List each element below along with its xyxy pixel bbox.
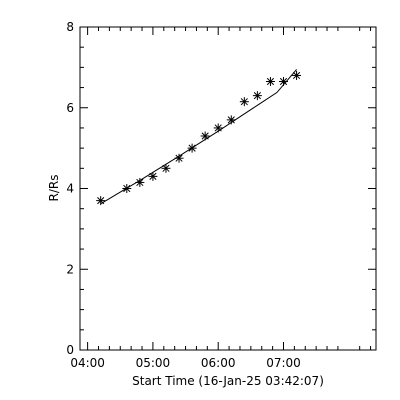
data-point <box>200 131 210 141</box>
data-point <box>265 77 275 87</box>
x-axis: 04:00 05:00 06:00 07:00 <box>70 27 372 370</box>
x-tick-label: 07:00 <box>266 356 301 370</box>
x-axis-label: Start Time (16-Jan-25 03:42:07) <box>132 374 324 388</box>
data-point <box>226 115 236 125</box>
data-point <box>213 123 223 133</box>
data-point <box>174 153 184 163</box>
y-tick-label: 4 <box>66 182 74 196</box>
series-points <box>96 70 302 206</box>
data-point <box>187 143 197 153</box>
data-point <box>292 70 302 80</box>
y-axis-label: R/Rs <box>47 175 61 202</box>
y-tick-label: 6 <box>66 101 74 115</box>
data-point <box>252 91 262 101</box>
data-point <box>239 97 249 107</box>
series-line <box>100 69 297 205</box>
x-tick-label: 05:00 <box>136 356 171 370</box>
data-point <box>135 177 145 187</box>
y-tick-label: 0 <box>66 343 74 357</box>
data-point <box>161 163 171 173</box>
data-point <box>279 77 288 87</box>
data-point <box>122 184 132 193</box>
data-point <box>96 196 106 206</box>
y-tick-label: 8 <box>66 20 74 34</box>
y-axis: 0 2 4 6 8 <box>66 20 376 357</box>
x-tick-label: 04:00 <box>70 356 105 370</box>
data-point <box>148 171 158 181</box>
y-tick-label: 2 <box>66 262 74 276</box>
x-tick-label: 06:00 <box>201 356 236 370</box>
